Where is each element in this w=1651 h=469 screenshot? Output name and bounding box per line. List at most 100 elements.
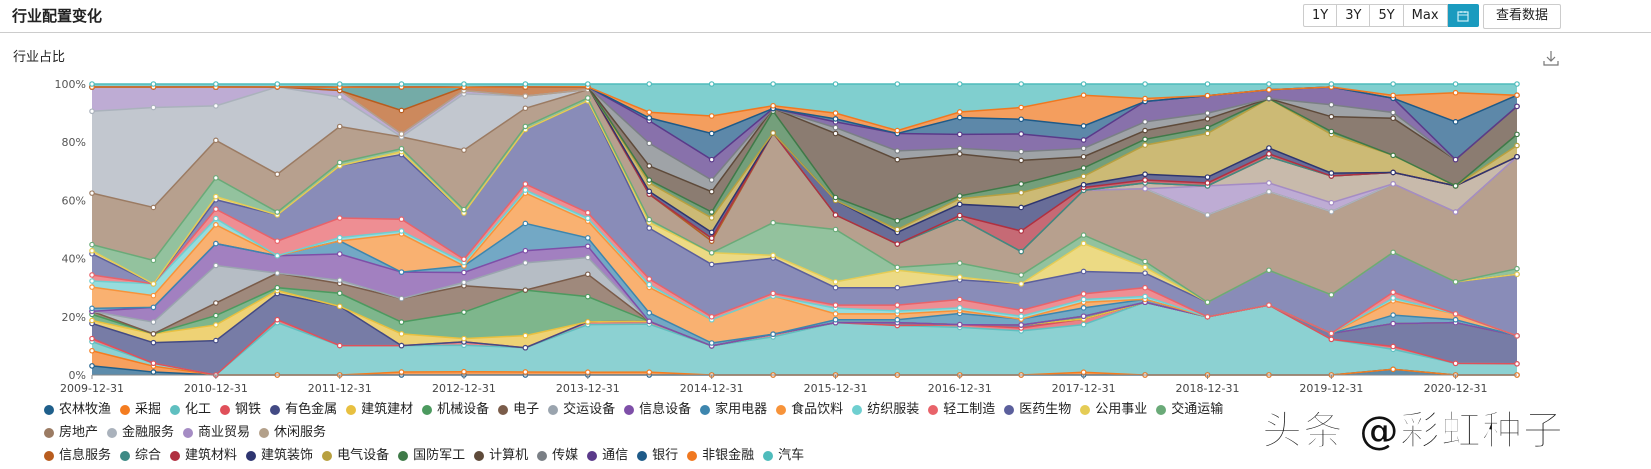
point-食品饮料 [213, 222, 219, 228]
point-采掘 [398, 369, 405, 375]
legend-dot-icon [763, 450, 774, 461]
legend-item[interactable]: 家用电器 [700, 398, 767, 421]
point-公用事业 [89, 247, 95, 254]
legend-item[interactable]: 通信 [587, 444, 628, 467]
point-建筑建材 [461, 335, 467, 342]
legend-dot-icon [624, 404, 635, 415]
legend-item[interactable]: 信息服务 [44, 444, 111, 467]
legend-item[interactable]: 计算机 [474, 444, 528, 467]
range-3y-button[interactable]: 3Y [1337, 4, 1371, 27]
x-tick-label: 2020-12-31 [1424, 382, 1488, 395]
legend-label: 轻工制造 [943, 402, 996, 417]
line-交通运输 [91, 97, 1518, 304]
legend-item[interactable]: 化工 [170, 398, 211, 421]
point-建筑装饰 [1204, 174, 1211, 180]
legend-item[interactable]: 采掘 [120, 398, 161, 421]
point-房地产 [89, 190, 95, 196]
legend-dot-icon [170, 450, 181, 461]
point-轻工制造 [1204, 313, 1211, 320]
point-钢铁 [89, 335, 95, 342]
point-非银金融 [1080, 92, 1087, 98]
point-交运设备 [150, 319, 157, 325]
range-1y-button[interactable]: 1Y [1303, 4, 1338, 27]
point-轻工制造 [956, 296, 963, 303]
legend-label: 国防军工 [413, 448, 466, 463]
legend-label: 银行 [652, 448, 679, 463]
area-汽车 [92, 84, 1517, 131]
range-5y-button[interactable]: 5Y [1370, 4, 1404, 27]
calendar-button[interactable] [1447, 4, 1479, 27]
legend-item[interactable]: 医药生物 [1004, 398, 1071, 421]
x-tick-label: 2017-12-31 [1052, 382, 1116, 395]
legend-item[interactable]: 电气设备 [322, 444, 389, 467]
legend-dot-icon [120, 404, 131, 415]
point-纺织服装 [1080, 296, 1087, 303]
point-电气设备 [1080, 173, 1087, 180]
area-通信 [92, 86, 1517, 181]
legend-item[interactable]: 建筑材料 [170, 444, 237, 467]
point-金融服务 [89, 108, 95, 115]
point-家用电器 [832, 316, 839, 323]
legend-item[interactable]: 有色金属 [270, 398, 337, 421]
download-icon[interactable] [1543, 50, 1559, 66]
point-电气设备 [1204, 130, 1211, 137]
range-max-button[interactable]: Max [1403, 4, 1448, 27]
legend-item[interactable]: 银行 [637, 444, 678, 467]
view-data-button[interactable]: 查看数据 [1483, 4, 1562, 29]
legend-label: 农林牧渔 [59, 402, 112, 417]
point-建筑材料 [1018, 228, 1024, 234]
point-交通运输 [1328, 292, 1335, 298]
legend-item[interactable]: 商业贸易 [183, 421, 250, 444]
area-房地产 [92, 89, 1517, 303]
point-交运设备 [213, 262, 219, 269]
legend-item[interactable]: 建筑装饰 [246, 444, 313, 467]
legend-item[interactable]: 食品饮料 [776, 398, 843, 421]
legend-item[interactable]: 休闲服务 [259, 421, 326, 444]
legend-item[interactable]: 电子 [498, 398, 539, 421]
legend-item[interactable]: 国防军工 [398, 444, 465, 467]
point-轻工制造 [336, 215, 343, 221]
point-交运设备 [398, 295, 405, 302]
legend-item[interactable]: 交通运输 [1156, 398, 1223, 421]
point-国防军工 [894, 217, 901, 224]
point-信息服务 [398, 107, 405, 114]
legend-item[interactable]: 轻工制造 [928, 398, 995, 421]
point-机械设备 [274, 284, 281, 291]
legend-item[interactable]: 非银金融 [687, 444, 754, 467]
legend-item[interactable]: 建筑建材 [346, 398, 413, 421]
point-医药生物 [708, 261, 715, 268]
point-传媒 [1080, 145, 1087, 152]
point-建筑装饰 [1142, 171, 1148, 178]
legend-item[interactable]: 交运设备 [548, 398, 615, 421]
legend-dot-icon [259, 427, 270, 438]
legend-item[interactable]: 综合 [120, 444, 161, 467]
x-tick-label: 2015-12-31 [804, 382, 868, 395]
point-传媒 [1390, 109, 1396, 116]
point-建筑装饰 [1080, 181, 1087, 188]
point-纺织服装 [398, 228, 405, 234]
area-金融服务 [92, 86, 1517, 252]
point-商业贸易 [1328, 199, 1335, 206]
legend-label: 化工 [185, 402, 212, 417]
legend-label: 非银金融 [702, 448, 755, 463]
point-机械设备 [585, 293, 591, 300]
legend-item[interactable]: 房地产 [44, 421, 98, 444]
x-tick-label: 2011-12-31 [308, 382, 372, 395]
point-国防军工 [1514, 131, 1520, 138]
point-非银金融 [1390, 92, 1396, 99]
legend-item[interactable]: 农林牧渔 [44, 398, 111, 421]
legend-item[interactable]: 传媒 [537, 444, 578, 467]
legend-item[interactable]: 钢铁 [220, 398, 261, 421]
legend-item[interactable]: 公用事业 [1080, 398, 1147, 421]
legend-item[interactable]: 金融服务 [107, 421, 174, 444]
legend-dot-icon [776, 404, 787, 415]
legend-item[interactable]: 机械设备 [422, 398, 489, 421]
legend-item[interactable]: 纺织服装 [852, 398, 919, 421]
legend-dot-icon [44, 427, 54, 438]
chart-legend: 农林牧渔 采掘 化工 钢铁 有色金属 建筑建材 机械设备 电子 交运设备 信息设备 家用电器 食品饮料… [44, 398, 1284, 467]
point-信息设备 [522, 247, 529, 254]
point-公用事业 [213, 193, 219, 200]
legend-item[interactable]: 信息设备 [624, 398, 691, 421]
legend-item[interactable]: 汽车 [763, 444, 804, 467]
legend-dot-icon [170, 404, 181, 415]
